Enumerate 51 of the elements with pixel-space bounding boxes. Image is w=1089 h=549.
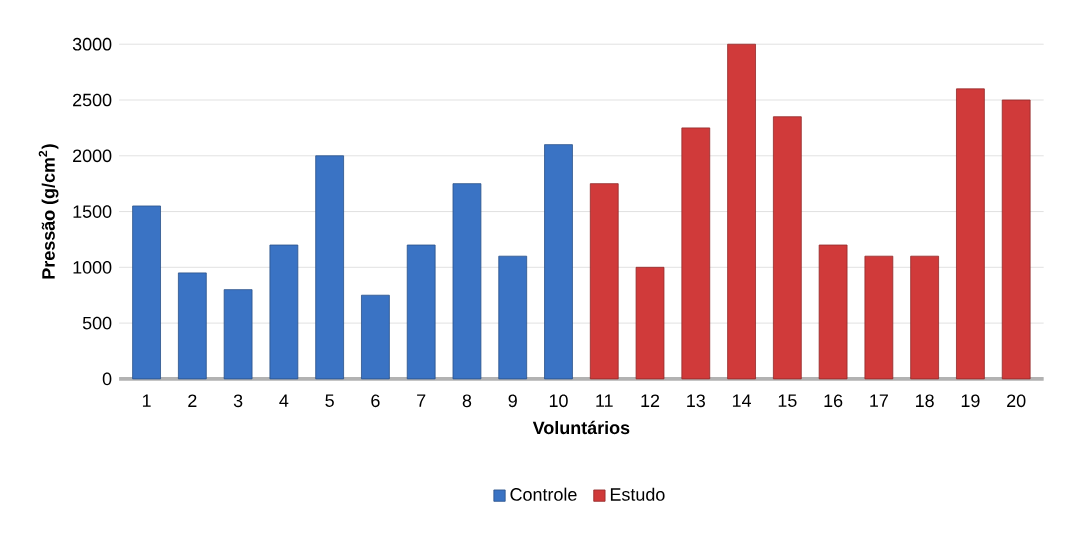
y-tick-label: 1500 — [73, 205, 112, 218]
bar — [727, 43, 756, 380]
x-axis-title: Voluntários — [532, 420, 630, 435]
bar — [681, 127, 711, 380]
x-tick-label: 6 — [371, 394, 380, 408]
x-tick-label: 5 — [325, 394, 334, 407]
bar — [635, 266, 665, 380]
bar — [818, 244, 848, 380]
bar — [772, 116, 802, 380]
y-tick-label: 1000 — [73, 260, 112, 274]
bar — [910, 255, 939, 380]
y-tick-label: 2500 — [73, 93, 112, 107]
x-tick-label: 7 — [417, 394, 426, 407]
bar — [269, 244, 299, 380]
bar — [315, 155, 344, 380]
y-tick-label: 3000 — [72, 37, 112, 51]
bar — [132, 205, 161, 380]
x-tick-label: 12 — [641, 394, 660, 407]
x-tick-label: 9 — [508, 394, 517, 408]
legend-label: Estudo — [610, 487, 665, 501]
x-tick-label: 15 — [778, 394, 797, 407]
bar — [452, 183, 482, 380]
x-tick-label: 19 — [961, 394, 980, 408]
x-tick-label: 10 — [549, 394, 568, 408]
x-tick-label: 17 — [870, 394, 888, 407]
bar — [1001, 99, 1031, 380]
bar — [589, 183, 619, 380]
bar — [177, 272, 207, 380]
bar — [361, 294, 390, 380]
bar — [223, 289, 253, 380]
x-tick-label: 1 — [142, 394, 151, 407]
y-tick-label: 500 — [82, 316, 112, 330]
x-tick-label: 20 — [1007, 394, 1026, 408]
bar — [498, 255, 528, 380]
x-tick-label: 13 — [687, 394, 705, 408]
bar — [406, 244, 436, 380]
legend-label: Controle — [510, 487, 577, 501]
bar — [864, 255, 894, 380]
x-tick-label: 11 — [596, 394, 613, 407]
x-tick-label: 14 — [732, 394, 751, 407]
y-axis-title: Pressão (g/cm$^{2}$) — [38, 144, 59, 279]
x-tick-label: 3 — [233, 394, 243, 408]
x-tick-label: 16 — [824, 394, 843, 408]
x-tick-label: 2 — [188, 394, 197, 407]
y-tick-label: 0 — [102, 372, 112, 386]
x-tick-label: 4 — [279, 394, 289, 407]
bar — [544, 144, 573, 380]
x-tick-label: 8 — [462, 394, 472, 408]
y-tick-label: 2000 — [73, 149, 112, 163]
x-tick-label: 18 — [916, 394, 934, 408]
bar — [956, 88, 985, 380]
